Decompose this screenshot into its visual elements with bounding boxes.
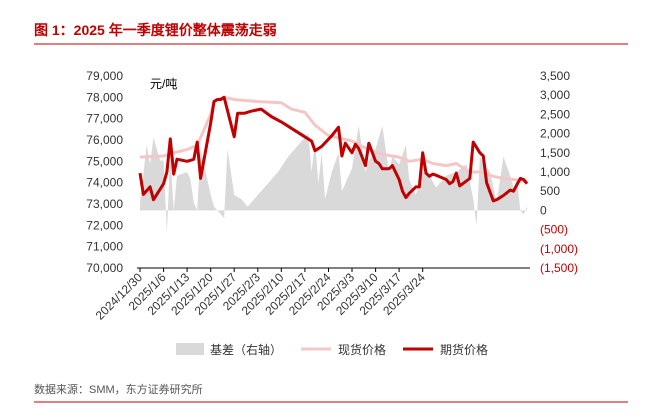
right-tick-label: 0 — [540, 203, 547, 217]
left-axis: 70,000 71,000 72,000 73,000 74,000 75,000 76,0… — [86, 69, 123, 275]
series-futures-price-line — [138, 95, 529, 203]
legend-item-futures: 期货价格 — [403, 342, 488, 357]
left-tick-label: 78,000 — [86, 90, 123, 104]
source-note: 数据来源：SMM，东方证券研究所 — [34, 382, 203, 396]
right-axis: (1,500) (1,000) (500) 0 500 1,000 1,500 2,000 2,… — [540, 69, 578, 275]
right-tick-label: 2,000 — [540, 127, 570, 141]
legend-label-basis: 基差（右轴） — [210, 342, 282, 357]
legend-label-spot: 现货价格 — [338, 342, 386, 357]
left-tick-label: 70,000 — [86, 261, 123, 275]
left-tick-label: 71,000 — [86, 240, 123, 254]
chart-title: 图 1：2025 年一季度锂价整体震荡走弱 — [34, 22, 277, 38]
right-tick-label: 2,500 — [540, 107, 570, 121]
left-tick-label: 77,000 — [86, 112, 123, 126]
left-tick-label: 72,000 — [86, 218, 123, 232]
legend: 基差（右轴） 现货价格 期货价格 — [176, 342, 488, 357]
left-tick-label: 75,000 — [86, 154, 123, 168]
futures-price-layer — [138, 95, 529, 203]
right-tick-label: 1,500 — [540, 146, 570, 160]
legend-label-futures: 期货价格 — [440, 342, 488, 357]
left-tick-label: 76,000 — [86, 133, 123, 147]
right-tick-label: 3,000 — [540, 88, 570, 102]
x-axis: 2024/12/302025/1/62025/1/132025/1/202025… — [93, 268, 428, 323]
legend-item-spot: 现货价格 — [301, 342, 386, 357]
right-tick-label: (1,500) — [540, 261, 578, 275]
basis-area-layer — [140, 125, 527, 234]
unit-label: 元/吨 — [150, 77, 177, 91]
left-tick-label: 74,000 — [86, 176, 123, 190]
series-basis-area — [140, 125, 527, 234]
right-tick-label: 3,500 — [540, 69, 570, 83]
right-tick-label: 1,000 — [540, 165, 570, 179]
right-tick-label: (500) — [540, 223, 568, 237]
left-tick-label: 73,000 — [86, 197, 123, 211]
legend-swatch-basis — [176, 343, 204, 355]
right-tick-label: 500 — [540, 184, 560, 198]
right-tick-label: (1,000) — [540, 242, 578, 256]
legend-item-basis: 基差（右轴） — [176, 342, 282, 357]
left-tick-label: 79,000 — [86, 69, 123, 83]
